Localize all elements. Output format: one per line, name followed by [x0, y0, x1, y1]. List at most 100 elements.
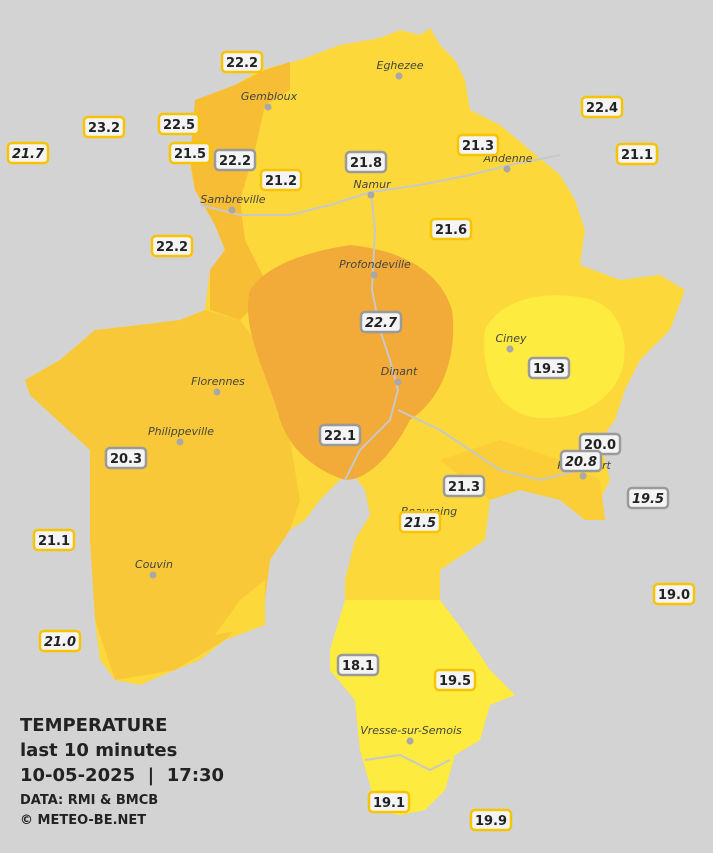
- zone-east: [440, 440, 605, 520]
- station-box: [626, 486, 670, 510]
- station-value: 19.3: [533, 362, 565, 377]
- station-box: [157, 112, 201, 136]
- station-label: 22.2: [213, 148, 257, 172]
- legend-title: TEMPERATURE: [20, 715, 167, 736]
- station-box: [615, 142, 659, 166]
- station-box: [318, 423, 362, 447]
- station-value: 19.1: [373, 796, 405, 811]
- city-name: Sambreville: [200, 193, 265, 206]
- city-name: Namur: [353, 178, 392, 191]
- station-label: 21.6: [429, 217, 473, 241]
- station-label: 21.5: [398, 510, 442, 534]
- station-label: 19.3: [527, 356, 571, 380]
- station-label: 19.9: [469, 808, 513, 832]
- station-label: 22.7: [359, 310, 403, 334]
- station-box: [359, 310, 403, 334]
- city-name: Gembloux: [241, 90, 298, 103]
- station-value: 21.7: [12, 147, 45, 162]
- station-box: [559, 449, 603, 473]
- station-label: 22.4: [580, 95, 624, 119]
- city-dot: [367, 191, 375, 199]
- station-value: 19.9: [475, 814, 507, 829]
- station-label: 21.3: [442, 474, 486, 498]
- city-dot: [228, 206, 236, 214]
- station-box: [150, 234, 194, 258]
- station-value: 21.8: [350, 156, 382, 171]
- station-box: [580, 95, 624, 119]
- station-value: 21.2: [265, 174, 297, 189]
- station-value: 19.5: [439, 674, 471, 689]
- station-label: 22.2: [220, 50, 264, 74]
- city-name: Couvin: [135, 558, 173, 571]
- station-box: [213, 148, 257, 172]
- station-label: 21.3: [456, 133, 500, 157]
- station-box: [168, 141, 212, 165]
- station-value: 22.7: [365, 316, 398, 331]
- station-value: 21.3: [462, 139, 494, 154]
- station-label: 20.3: [104, 446, 148, 470]
- river-lesse: [397, 409, 581, 482]
- legend-credit: © METEO-BE.NET: [20, 813, 146, 828]
- river-meuse: [344, 191, 400, 481]
- city-name: Vresse-sur-Semois: [360, 724, 462, 737]
- station-value: 20.8: [565, 455, 597, 470]
- river-semois: [364, 753, 451, 772]
- zone-center: [247, 245, 454, 480]
- station-box: [527, 356, 571, 380]
- station-label: 21.1: [32, 528, 76, 552]
- station-label: 21.2: [259, 168, 303, 192]
- station-value: 21.0: [44, 635, 76, 650]
- legend: TEMPERATURE last 10 minutes 10-05-2025 |…: [20, 715, 224, 828]
- station-box: [82, 115, 126, 139]
- station-value: 21.5: [174, 147, 206, 162]
- station-label: 22.2: [150, 234, 194, 258]
- stations: 22.2 23.2 22.5 21.7 21.5 22.2 21.2 21.8 21.3 22.4…: [6, 50, 696, 832]
- city-name: Philippeville: [148, 425, 214, 438]
- city-name: Profondeville: [339, 258, 411, 271]
- station-box: [336, 653, 380, 677]
- station-value: 21.6: [435, 223, 467, 238]
- station-box: [104, 446, 148, 470]
- station-box: [38, 629, 82, 653]
- station-value: 23.2: [88, 121, 120, 136]
- station-label: 18.1: [336, 653, 380, 677]
- station-label: 20.8: [559, 449, 603, 473]
- zone-ciney: [484, 295, 625, 419]
- station-value: 18.1: [342, 659, 374, 674]
- station-label: 19.1: [367, 790, 411, 814]
- station-value: 19.5: [632, 492, 664, 507]
- station-box: [32, 528, 76, 552]
- zone-southwest: [25, 310, 300, 680]
- station-label: 21.0: [38, 629, 82, 653]
- station-box: [220, 50, 264, 74]
- city-dot: [213, 388, 221, 396]
- station-label: 22.5: [157, 112, 201, 136]
- station-value: 22.2: [156, 240, 188, 255]
- city-dot: [395, 72, 403, 80]
- zone-south: [330, 600, 515, 815]
- station-box: [367, 790, 411, 814]
- station-box: [259, 168, 303, 192]
- station-box: [456, 133, 500, 157]
- station-label: 19.5: [626, 486, 670, 510]
- legend-subtitle: last 10 minutes: [20, 740, 177, 761]
- station-value: 20.3: [110, 452, 142, 467]
- legend-datetime: 10-05-2025 | 17:30: [20, 765, 224, 786]
- station-value: 22.5: [163, 118, 195, 133]
- station-box: [442, 474, 486, 498]
- city-name: Ciney: [496, 332, 527, 345]
- city-name: Eghezee: [377, 59, 424, 72]
- station-box: [429, 217, 473, 241]
- zone-west: [190, 62, 290, 320]
- station-value: 21.1: [38, 534, 70, 549]
- city-dot: [176, 438, 184, 446]
- city-dot: [394, 378, 402, 386]
- station-box: [433, 668, 477, 692]
- city-dot: [503, 165, 511, 173]
- station-box: [652, 582, 696, 606]
- station-value: 22.4: [586, 101, 618, 116]
- station-label: 21.8: [344, 150, 388, 174]
- station-value: 21.3: [448, 480, 480, 495]
